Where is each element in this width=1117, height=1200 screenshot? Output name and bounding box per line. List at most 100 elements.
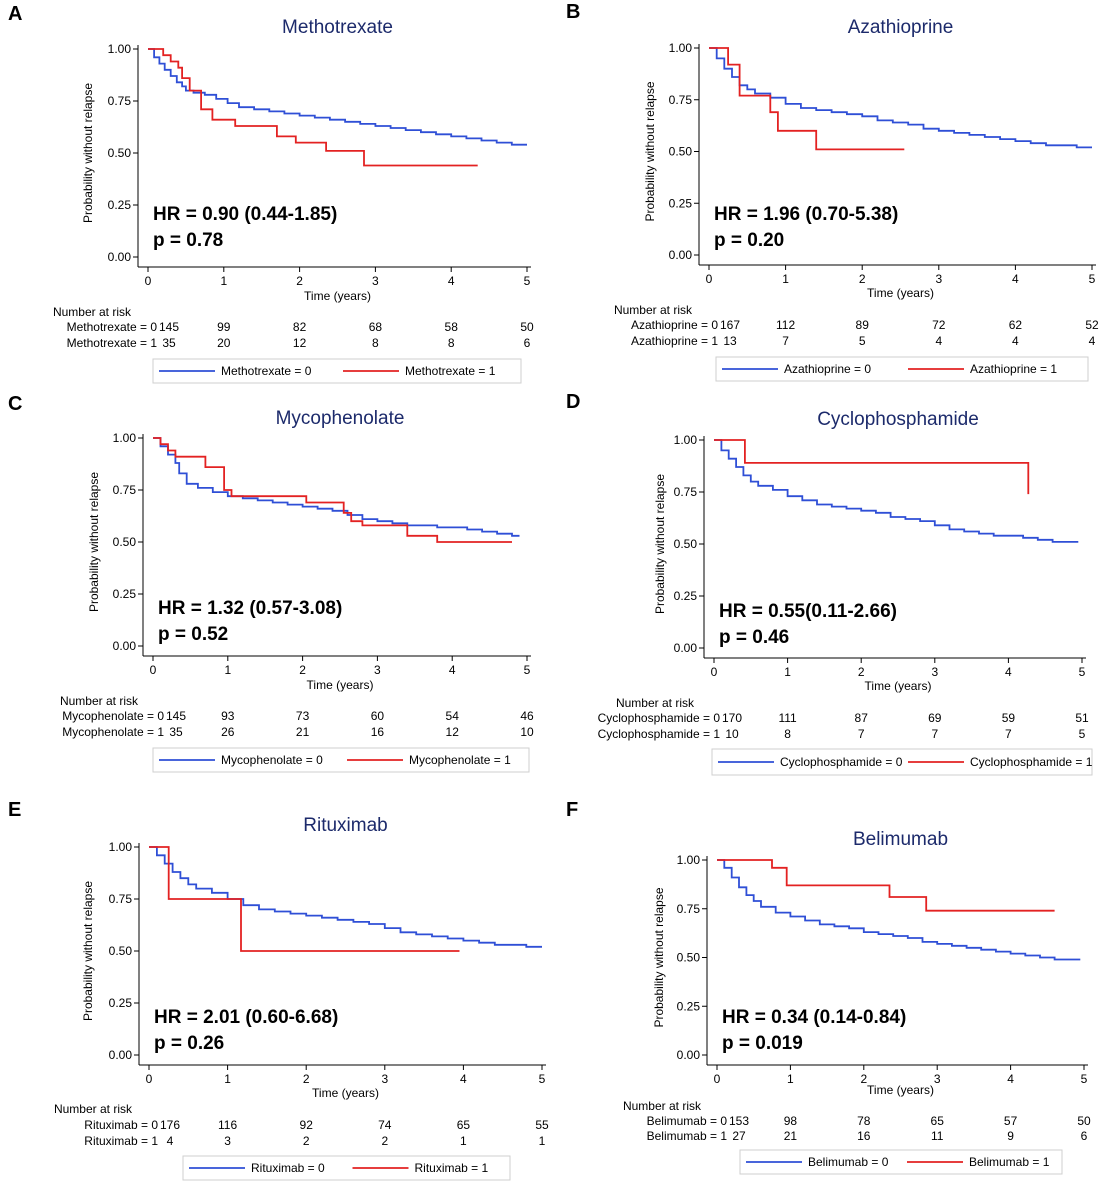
panel-d-p-text: p = 0.46 (719, 627, 789, 648)
panel-a-risk-value: 99 (217, 320, 231, 334)
panel-c-xlabel: Time (years) (307, 678, 374, 692)
panel-a-risk-value: 8 (448, 336, 455, 350)
panel-d-risk-label-0: Cyclophosphamide = 0 (598, 711, 721, 725)
panel-f-risk-value: 21 (784, 1129, 798, 1143)
panel-e-xlabel: Time (years) (312, 1086, 379, 1100)
panel-c-ylabel: Probability without relapse (87, 472, 101, 612)
panel-c-risk-value: 93 (221, 709, 235, 723)
panel-d-curve-1 (714, 439, 1030, 495)
panel-d-xtick-label: 0 (711, 665, 718, 679)
panel-d-risk-value: 10 (725, 727, 739, 741)
panel-f-xtick-label: 0 (714, 1072, 721, 1086)
panel-e-ytick-label: 0.00 (109, 1048, 133, 1062)
panel-d-risk-value: 170 (722, 711, 742, 725)
panel-b-hr-text: HR = 1.96 (0.70-5.38) (714, 204, 898, 225)
panel-f-xtick-label: 2 (860, 1072, 867, 1086)
panel-b-title: Azathioprine (848, 17, 954, 38)
panel-d-legend-label-0: Cyclophosphamide = 0 (780, 755, 903, 769)
panel-b-legend: Azathioprine = 0 Azathioprine = 1 (715, 356, 1089, 382)
panel-a-risk-label-0: Methotrexate = 0 (67, 320, 158, 334)
panel-f-risk-value: 27 (732, 1129, 746, 1143)
panel-c-risk-value: 16 (371, 725, 385, 739)
panel-c-legend-label-1: Mycophenolate = 1 (409, 753, 511, 767)
panel-f-ytick-label: 0.75 (677, 902, 701, 916)
panel-a-curve-1 (148, 48, 478, 167)
panel-d-title: Cyclophosphamide (817, 409, 979, 430)
panel-d-legend: Cyclophosphamide = 0 Cyclophosphamide = 1 (711, 748, 1093, 776)
panel-d-ytick-label: 0.00 (674, 641, 698, 655)
panel-c-risk-value: 46 (520, 709, 534, 723)
panel-e-ylabel: Probability without relapse (81, 881, 95, 1021)
panel-c-risk-value: 21 (296, 725, 310, 739)
panel-d-risk-label-1: Cyclophosphamide = 1 (598, 727, 721, 741)
panel-e-risk-value: 2 (303, 1134, 310, 1148)
panel-b-risk-label-1: Azathioprine = 1 (631, 334, 718, 348)
panel-b: B Azathioprine 0.00 0.25 0.50 0.75 1.00 0 1 2 3 4 5 P… (566, 1, 1099, 382)
panel-f-risk-label-1: Belimumab = 1 (647, 1129, 728, 1143)
panel-a-ytick-label: 0.50 (108, 146, 132, 160)
panel-b-risk-value: 4 (1012, 334, 1019, 348)
panel-f-risk-header: Number at risk (623, 1099, 702, 1113)
panel-d-risk-value: 87 (855, 711, 869, 725)
panel-d-risk-value: 8 (784, 727, 791, 741)
panel-c-risk-label-0: Mycophenolate = 0 (62, 709, 164, 723)
panel-b-risk-label-0: Azathioprine = 0 (631, 318, 718, 332)
panel-e-xtick-label: 4 (460, 1072, 467, 1086)
panel-f-curve-1 (717, 859, 1055, 912)
panel-f-risk-value: 9 (1007, 1129, 1014, 1143)
panel-f-risk-value: 11 (931, 1129, 944, 1143)
panel-d-risk-value: 51 (1075, 711, 1089, 725)
panel-b-ytick-label: 1.00 (669, 41, 693, 55)
panel-e-risk-label-1: Rituximab = 1 (84, 1134, 158, 1148)
panel-a-legend-label-1: Methotrexate = 1 (405, 364, 496, 378)
panel-c-title: Mycophenolate (276, 408, 405, 429)
panel-e-letter: E (8, 799, 21, 821)
panel-b-ytick-label: 0.75 (669, 93, 693, 107)
panel-e-xtick-label: 3 (381, 1072, 388, 1086)
panel-f-title: Belimumab (853, 829, 948, 850)
panel-d-ytick-label: 0.25 (674, 589, 698, 603)
panel-c-risk-value: 54 (446, 709, 460, 723)
panel-f-xlabel: Time (years) (867, 1083, 934, 1097)
panel-d-legend-label-1: Cyclophosphamide = 1 (970, 755, 1093, 769)
panel-b-risk-value: 112 (776, 318, 795, 332)
panel-c-risk-label-1: Mycophenolate = 1 (62, 725, 164, 739)
panel-c-ytick-label: 0.75 (113, 483, 137, 497)
panel-e-risk-value: 3 (224, 1134, 231, 1148)
panel-e-curve-0 (149, 846, 542, 948)
panel-a-risk-header: Number at risk (53, 305, 132, 319)
panel-e-curve-1 (149, 846, 460, 952)
panel-e-ytick-label: 0.75 (109, 892, 133, 906)
panel-c-risk-value: 26 (221, 725, 235, 739)
panel-f-legend: Belimumab = 0 Belimumab = 1 (739, 1149, 1063, 1175)
panel-d-xtick-label: 4 (1005, 665, 1012, 679)
panel-a-risk-value: 50 (520, 320, 534, 334)
panel-d-hr-text: HR = 0.55(0.11-2.66) (719, 601, 897, 622)
panel-e-risk-value: 4 (167, 1134, 174, 1148)
panel-e-xtick-label: 5 (539, 1072, 546, 1086)
panel-f-risk-label-0: Belimumab = 0 (647, 1114, 728, 1128)
panel-b-risk-value: 5 (859, 334, 866, 348)
panel-a-hr-text: HR = 0.90 (0.44-1.85) (153, 204, 337, 225)
panel-e-risk-header: Number at risk (54, 1102, 133, 1116)
panel-e-legend: Rituximab = 0 Rituximab = 1 (182, 1155, 511, 1181)
panel-c-risk-value: 145 (166, 709, 186, 723)
panel-e-risk-label-0: Rituximab = 0 (84, 1118, 158, 1132)
panel-f-legend-label-1: Belimumab = 1 (969, 1155, 1050, 1169)
panel-c-xtick-label: 3 (374, 663, 381, 677)
panel-a-ytick-label: 0.75 (108, 94, 132, 108)
panel-a-xtick-label: 3 (372, 274, 379, 288)
panel-a-risk-value: 58 (445, 320, 459, 334)
panel-e-risk-value: 55 (535, 1118, 549, 1132)
panel-b-legend-label-1: Azathioprine = 1 (970, 362, 1057, 376)
panel-a-curve-0 (148, 48, 527, 146)
panel-f-risk-value: 98 (784, 1114, 798, 1128)
panel-d-ytick-label: 0.75 (674, 485, 698, 499)
panel-d-xlabel: Time (years) (865, 679, 932, 693)
panel-c-risk-value: 35 (169, 725, 183, 739)
panel-c-letter: C (8, 393, 22, 415)
panel-c-legend-box (152, 747, 530, 773)
panel-d-risk-value: 69 (928, 711, 942, 725)
